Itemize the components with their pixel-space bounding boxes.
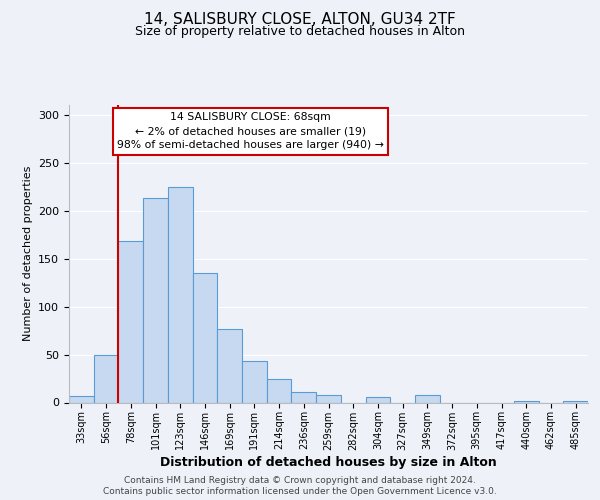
Bar <box>267 380 292 402</box>
Bar <box>168 186 193 402</box>
Text: 14, SALISBURY CLOSE, ALTON, GU34 2TF: 14, SALISBURY CLOSE, ALTON, GU34 2TF <box>144 12 456 28</box>
Y-axis label: Number of detached properties: Number of detached properties <box>23 166 32 342</box>
Text: Size of property relative to detached houses in Alton: Size of property relative to detached ho… <box>135 25 465 38</box>
Text: Contains HM Land Registry data © Crown copyright and database right 2024.: Contains HM Land Registry data © Crown c… <box>124 476 476 485</box>
Bar <box>415 395 440 402</box>
Bar <box>292 392 316 402</box>
X-axis label: Distribution of detached houses by size in Alton: Distribution of detached houses by size … <box>160 456 497 469</box>
Bar <box>94 354 118 403</box>
Text: 14 SALISBURY CLOSE: 68sqm
← 2% of detached houses are smaller (19)
98% of semi-d: 14 SALISBURY CLOSE: 68sqm ← 2% of detach… <box>117 112 384 150</box>
Bar <box>242 361 267 403</box>
Bar <box>316 395 341 402</box>
Bar <box>514 400 539 402</box>
Bar <box>118 242 143 402</box>
Bar <box>143 198 168 402</box>
Bar <box>69 396 94 402</box>
Text: Contains public sector information licensed under the Open Government Licence v3: Contains public sector information licen… <box>103 488 497 496</box>
Bar <box>365 396 390 402</box>
Bar <box>563 400 588 402</box>
Bar <box>217 328 242 402</box>
Bar <box>193 273 217 402</box>
